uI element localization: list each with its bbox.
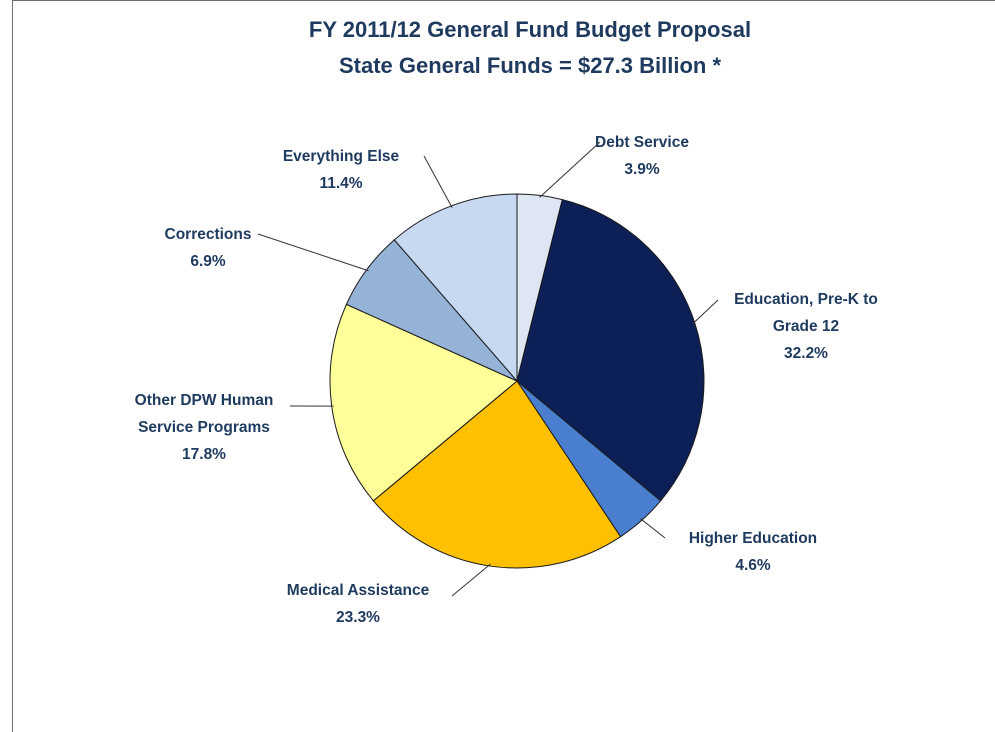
leader-line-everything-else	[423, 155, 453, 208]
leader-line-medical-assistance	[451, 563, 491, 597]
slice-label-other-dpw-line2: Service Programs	[138, 419, 270, 436]
pie-slice-medical-assistance	[372, 380, 622, 569]
pie-slice-education	[516, 198, 705, 502]
leader-line-higher-education	[640, 518, 666, 539]
slice-label-education-line1: Education, Pre-K to	[734, 291, 878, 308]
slice-label-medical-assistance: Medical Assistance	[287, 582, 430, 599]
slice-value-corrections: 6.9%	[190, 253, 226, 270]
slice-value-education: 32.2%	[784, 345, 828, 362]
pie-slices	[329, 193, 705, 569]
slice-value-other-dpw: 17.8%	[182, 446, 226, 463]
slice-label-higher-education: Higher Education	[689, 530, 817, 547]
chart-title: FY 2011/12 General Fund Budget Proposal	[309, 17, 751, 42]
chart-subtitle: State General Funds = $27.3 Billion *	[339, 53, 722, 78]
slice-label-everything-else: Everything Else	[283, 148, 400, 165]
leader-line-debt-service	[539, 141, 601, 198]
slice-value-higher-education: 4.6%	[735, 557, 771, 574]
leader-line-education	[692, 299, 719, 324]
slice-label-education-line2: Grade 12	[773, 318, 839, 335]
slice-value-debt-service: 3.9%	[624, 161, 660, 178]
leader-line-corrections	[257, 233, 369, 272]
slice-value-medical-assistance: 23.3%	[336, 609, 380, 626]
slice-label-other-dpw-line1: Other DPW Human	[135, 392, 274, 409]
leader-lines	[257, 141, 719, 597]
slice-label-corrections: Corrections	[165, 226, 252, 243]
slice-label-debt-service: Debt Service	[595, 134, 689, 151]
slice-value-everything-else: 11.4%	[319, 175, 362, 192]
